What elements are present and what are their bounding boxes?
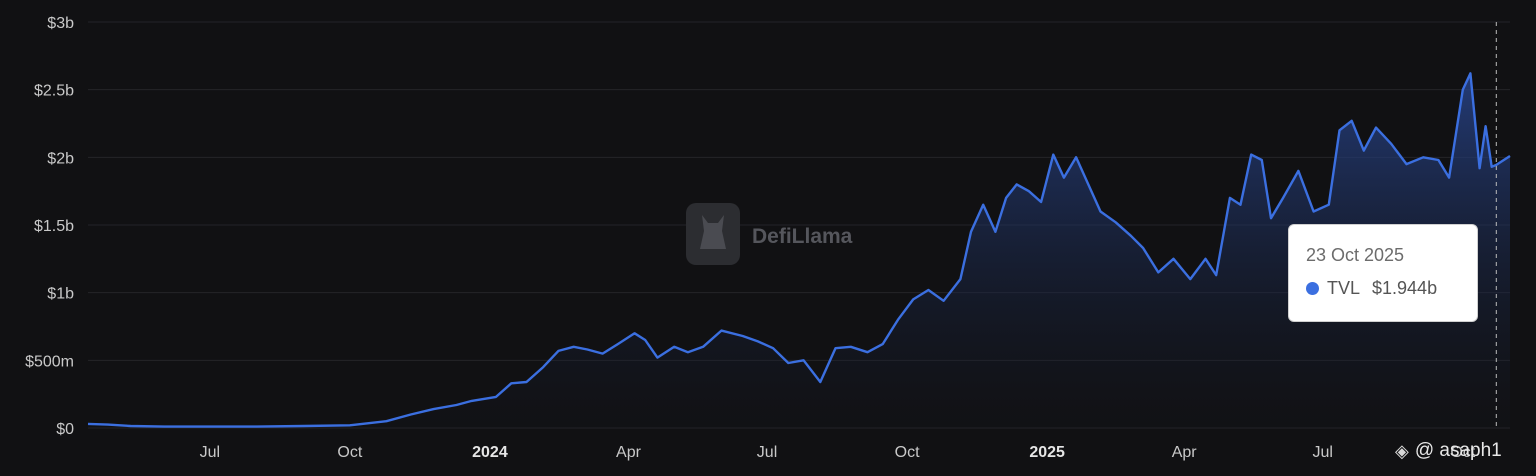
y-tick-label: $500m <box>25 353 74 370</box>
x-tick-label: Jul <box>200 444 220 461</box>
binance-diamond-icon: ◈ <box>1395 440 1409 461</box>
defillama-watermark-text: DefiLlama <box>752 225 853 248</box>
y-tick-label: $2b <box>47 150 74 167</box>
x-tick-label: Apr <box>616 444 642 461</box>
hover-tooltip: 23 Oct 2025 TVL $1.944b <box>1288 224 1478 322</box>
x-tick-label: Apr <box>1172 444 1198 461</box>
tooltip-series-value: $1.944b <box>1372 278 1438 298</box>
y-tick-label: $1.5b <box>34 218 74 235</box>
x-tick-label: Jul <box>757 444 777 461</box>
x-tick-label: 2025 <box>1029 444 1065 461</box>
y-tick-label: $3b <box>47 15 74 32</box>
author-handle: @ asaph1 <box>1414 440 1502 461</box>
x-tick-label: Oct <box>895 444 920 461</box>
y-tick-label: $2.5b <box>34 83 74 100</box>
series-color-dot <box>1306 282 1319 295</box>
tooltip-series-row: TVL $1.944b <box>1306 278 1477 299</box>
y-grid <box>88 21 1510 429</box>
llama-head-shape <box>700 215 726 249</box>
tvl-series-line <box>87 72 1511 428</box>
x-tick-label: 2024 <box>472 444 508 461</box>
tooltip-date: 23 Oct 2025 <box>1306 245 1405 265</box>
author-credit: ◈ @ asaph1 <box>1395 440 1502 462</box>
y-tick-label: $0 <box>56 421 74 438</box>
x-tick-label: Oct <box>1450 444 1475 461</box>
x-tick-label: Jul <box>1313 444 1333 461</box>
tvl-series-area <box>88 73 1510 429</box>
tooltip-series-name: TVL <box>1327 278 1361 298</box>
x-axis: Jul Oct 2024 Apr Jul Oct 2025 Apr Jul Oct <box>200 444 1476 461</box>
y-tick-label: $1b <box>47 286 74 303</box>
x-tick-label: Oct <box>337 444 362 461</box>
y-axis: $0 $500m $1b $1.5b $2b $2.5b $3b <box>25 15 74 438</box>
defillama-watermark: DefiLlama <box>686 203 853 265</box>
